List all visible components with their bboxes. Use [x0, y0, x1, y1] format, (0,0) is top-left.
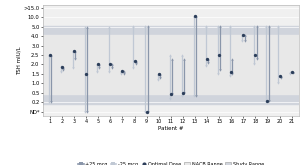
Legend: +25 mcg, -25 mcg, Optimal Dose, NACB Range, Study Range: +25 mcg, -25 mcg, Optimal Dose, NACB Ran…: [76, 160, 266, 165]
Bar: [43, 35, 299, 94]
Y-axis label: TSH mIU/L: TSH mIU/L: [16, 46, 21, 75]
Bar: [43, 26, 299, 103]
X-axis label: Patient #: Patient #: [158, 126, 184, 131]
